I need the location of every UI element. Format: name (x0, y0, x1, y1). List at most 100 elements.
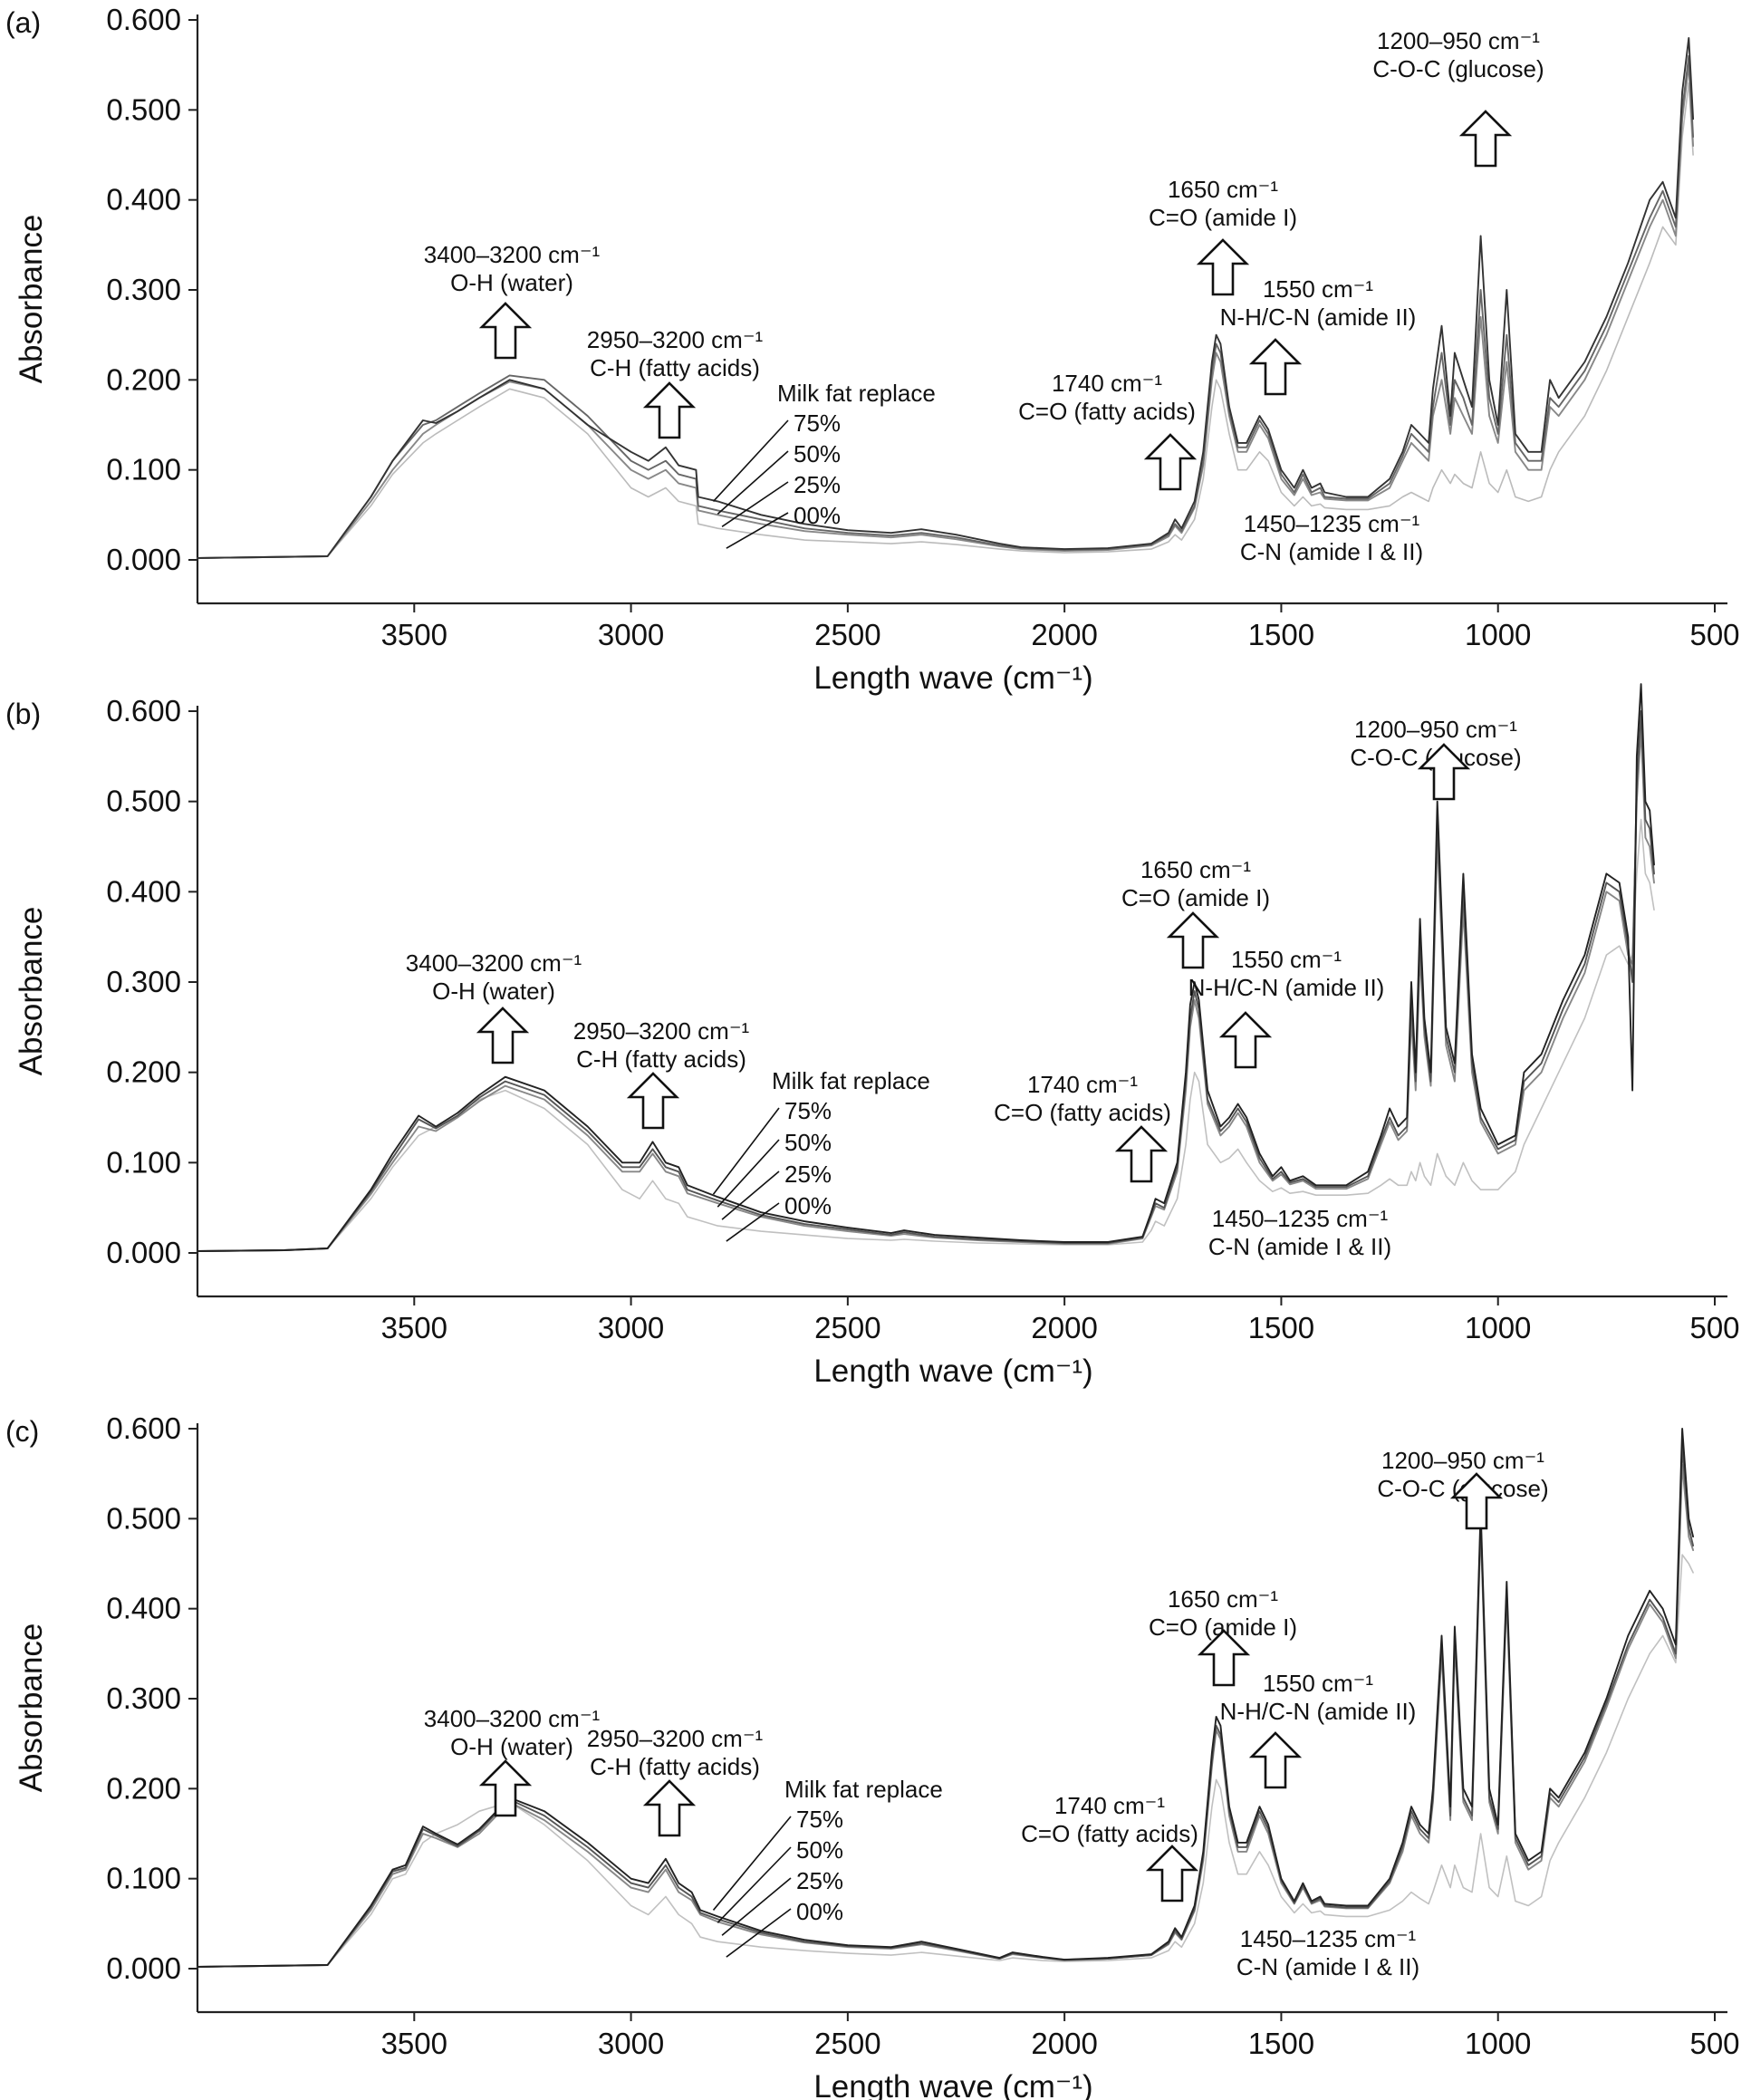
y-tick-label: 0.100 (106, 1145, 181, 1179)
annotation-label: 1450–1235 cm⁻¹ (1212, 1205, 1389, 1232)
peak-arrow-icon (642, 381, 697, 439)
x-tick-label: 500 (1689, 618, 1739, 651)
legend-leader-line (726, 1202, 780, 1242)
x-tick-label: 500 (1689, 2027, 1739, 2060)
x-tick-label: 2500 (814, 618, 880, 651)
series-line-50pct (197, 710, 1655, 1252)
annotation-label: C=O (amide I) (1121, 884, 1270, 911)
y-axis-title: Absorbance (14, 215, 49, 384)
annotation-label: C-N (amide I & II) (1208, 1233, 1391, 1260)
annotation-label: 3400–3200 cm⁻¹ (406, 949, 582, 977)
y-axis-title: Absorbance (14, 907, 49, 1076)
peak-arrow-icon (1114, 1125, 1169, 1183)
annotation-label: C-N (amide I & II) (1240, 538, 1423, 565)
legend-label-50pct: 50% (796, 1836, 843, 1864)
panel-b: (b) 0.000 0.100 0.200 0.300 0.400 0.500 0.600 35… (5, 683, 1740, 1389)
series-line-00pct (197, 818, 1655, 1252)
legend-title: Milk fat replace (784, 1776, 943, 1803)
panel-label: (b) (5, 698, 41, 730)
annotation-label: 1550 cm⁻¹ (1231, 946, 1342, 973)
x-axis-title: Length wave (cm⁻¹) (813, 660, 1092, 696)
x-tick-label: 2500 (814, 1311, 880, 1344)
peak-arrow-icon (1143, 433, 1198, 491)
x-tick-label: 500 (1689, 1311, 1739, 1344)
annotation-label: C-H (fatty acids) (590, 1753, 760, 1780)
annotation-label: C-O-C (glucose) (1372, 55, 1544, 82)
annotation-label: O-H (water) (432, 978, 555, 1005)
x-axis-title: Length wave (cm⁻¹) (813, 1353, 1092, 1389)
x-tick-label: 1500 (1248, 618, 1314, 651)
y-tick-label: 0.200 (106, 1771, 181, 1805)
legend-label-75pct: 75% (796, 1806, 843, 1833)
y-tick-label: 0.300 (106, 273, 181, 306)
y-tick-label: 0.100 (106, 1862, 181, 1895)
legend-label-00pct: 00% (794, 502, 841, 529)
peak-arrow-icon (478, 302, 533, 360)
peak-arrow-icon (642, 1779, 697, 1837)
annotation-label: 1550 cm⁻¹ (1263, 1670, 1373, 1697)
annotation-label: 1450–1235 cm⁻¹ (1240, 1925, 1417, 1952)
annotation-label: 1650 cm⁻¹ (1140, 856, 1251, 883)
annotation-label: N-H/C-N (amide II) (1188, 974, 1385, 1001)
y-tick-label: 0.200 (106, 362, 181, 396)
x-tick-label: 1000 (1465, 618, 1531, 651)
legend-label-00pct: 00% (796, 1898, 843, 1925)
panel-label: (c) (5, 1415, 39, 1448)
peak-arrow-icon (1417, 743, 1471, 801)
series-line-75pct (197, 683, 1655, 1252)
y-tick-label: 0.000 (106, 1951, 181, 1985)
annotation-label: C-H (fatty acids) (590, 354, 760, 381)
x-tick-label: 1500 (1248, 1311, 1314, 1344)
y-axis-title: Absorbance (14, 1623, 49, 1793)
peak-arrow-icon (1248, 1731, 1303, 1789)
peak-arrow-icon (1449, 1472, 1504, 1530)
annotation-label: O-H (water) (450, 1733, 573, 1760)
annotation-label: C=O (amide I) (1149, 204, 1297, 231)
legend-label-25pct: 25% (784, 1161, 832, 1188)
y-tick-label: 0.300 (106, 965, 181, 998)
y-tick-label: 0.600 (106, 694, 181, 727)
annotation-label: C=O (fatty acids) (1021, 1820, 1198, 1847)
x-tick-label: 1000 (1465, 2027, 1531, 2060)
x-tick-label: 2000 (1031, 2027, 1097, 2060)
legend-leader-line (717, 450, 789, 515)
legend-label-25pct: 25% (796, 1867, 843, 1894)
annotation-label: 1450–1235 cm⁻¹ (1244, 510, 1420, 537)
x-tick-label: 2500 (814, 2027, 880, 2060)
x-tick-label: 1000 (1465, 1311, 1531, 1344)
x-tick-label: 3500 (381, 618, 447, 651)
y-tick-label: 0.400 (106, 183, 181, 217)
peak-arrow-icon (1166, 911, 1220, 969)
series-line-75pct (197, 36, 1695, 559)
annotation-label: 1200–950 cm⁻¹ (1354, 716, 1517, 743)
x-tick-label: 2000 (1031, 1311, 1097, 1344)
y-tick-label: 0.600 (106, 1411, 181, 1445)
annotation-label: 1550 cm⁻¹ (1263, 275, 1373, 303)
peak-arrow-icon (1458, 110, 1513, 168)
annotation-label: N-H/C-N (amide II) (1220, 1698, 1417, 1725)
series-line-25pct (197, 63, 1695, 559)
annotation-label: N-H/C-N (amide II) (1220, 303, 1417, 331)
y-tick-label: 0.500 (106, 785, 181, 818)
annotation-label: 1740 cm⁻¹ (1054, 1792, 1165, 1819)
series-line-00pct (197, 82, 1694, 559)
legend-leader-line (712, 1816, 792, 1911)
series-line-25pct (197, 727, 1655, 1252)
x-tick-label: 3000 (598, 2027, 664, 2060)
peak-arrow-icon (1218, 1011, 1273, 1069)
series-line-50pct (197, 54, 1695, 559)
series-line-25pct (197, 1463, 1695, 1968)
peak-arrow-icon (1248, 338, 1303, 396)
panel-label: (a) (5, 6, 41, 39)
annotation-label: 1650 cm⁻¹ (1168, 1585, 1278, 1613)
legend-leader-line (717, 1139, 780, 1208)
legend-leader-line (712, 1107, 780, 1195)
y-tick-label: 0.500 (106, 1501, 181, 1535)
annotation-label: 2950–3200 cm⁻¹ (573, 1017, 750, 1045)
panel-a: (a) 0.000 0.100 0.200 0.300 0.400 0.500 0.600 35… (5, 3, 1740, 696)
annotation-label: 2950–3200 cm⁻¹ (587, 1725, 764, 1752)
peak-arrow-icon (1197, 1629, 1251, 1687)
peak-arrow-icon (478, 1759, 533, 1817)
annotation-label: 1200–950 cm⁻¹ (1377, 27, 1540, 54)
